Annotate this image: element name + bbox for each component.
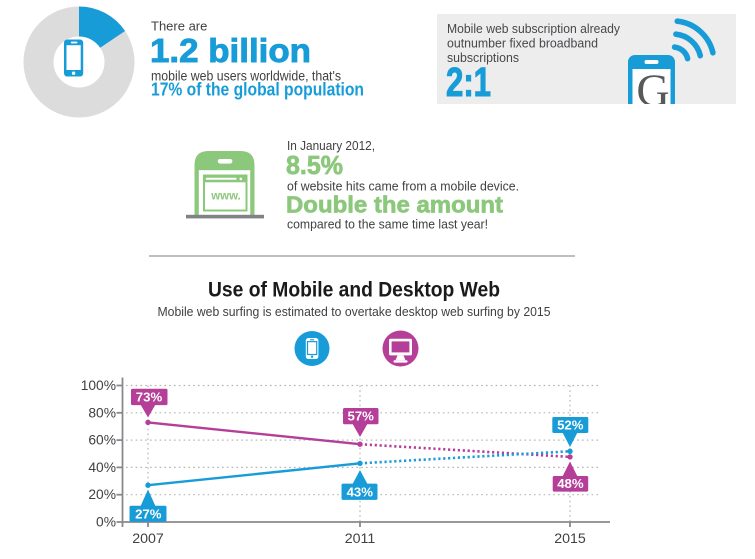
svg-text:60%: 60% [88,433,116,448]
svg-text:subscriptions: subscriptions [447,50,519,65]
svg-text:compared to the same time last: compared to the same time last year! [287,217,488,232]
svg-text:100%: 100% [81,378,116,393]
svg-text:1.2 billion: 1.2 billion [150,33,311,70]
svg-text:There are: There are [151,19,207,34]
svg-text:57%: 57% [347,409,374,424]
svg-text:8.5%: 8.5% [286,152,343,180]
svg-text:73%: 73% [136,389,163,404]
svg-text:17% of the global population: 17% of the global population [151,79,364,99]
svg-text:2011: 2011 [345,531,376,547]
svg-text:48%: 48% [557,476,584,491]
svg-text:2:1: 2:1 [446,59,491,105]
svg-text:mobile web users worldwide, th: mobile web users worldwide, that's [151,69,341,84]
svg-text:Mobile web surfing is estimate: Mobile web surfing is estimated to overt… [158,305,551,319]
svg-text:of website hits came from a mo: of website hits came from a mobile devic… [287,179,519,194]
svg-text:Use of Mobile and Desktop Web: Use of Mobile and Desktop Web [208,279,500,302]
svg-text:20%: 20% [88,487,116,502]
svg-text:Double the amount: Double the amount [286,192,503,218]
svg-text:43%: 43% [347,484,374,499]
svg-text:In January 2012,: In January 2012, [287,138,375,153]
svg-text:outnumber fixed broadband: outnumber fixed broadband [447,36,598,51]
svg-text:www.: www. [210,190,240,202]
svg-text:2007: 2007 [132,531,164,547]
svg-text:Mobile web subscription alread: Mobile web subscription already [447,21,620,36]
svg-text:52%: 52% [557,417,584,432]
svg-text:40%: 40% [88,460,116,475]
svg-text:27%: 27% [135,506,162,521]
svg-text:80%: 80% [88,405,116,420]
svg-text:0%: 0% [96,515,116,530]
svg-text:2015: 2015 [554,531,586,547]
svg-text:G: G [636,65,669,116]
